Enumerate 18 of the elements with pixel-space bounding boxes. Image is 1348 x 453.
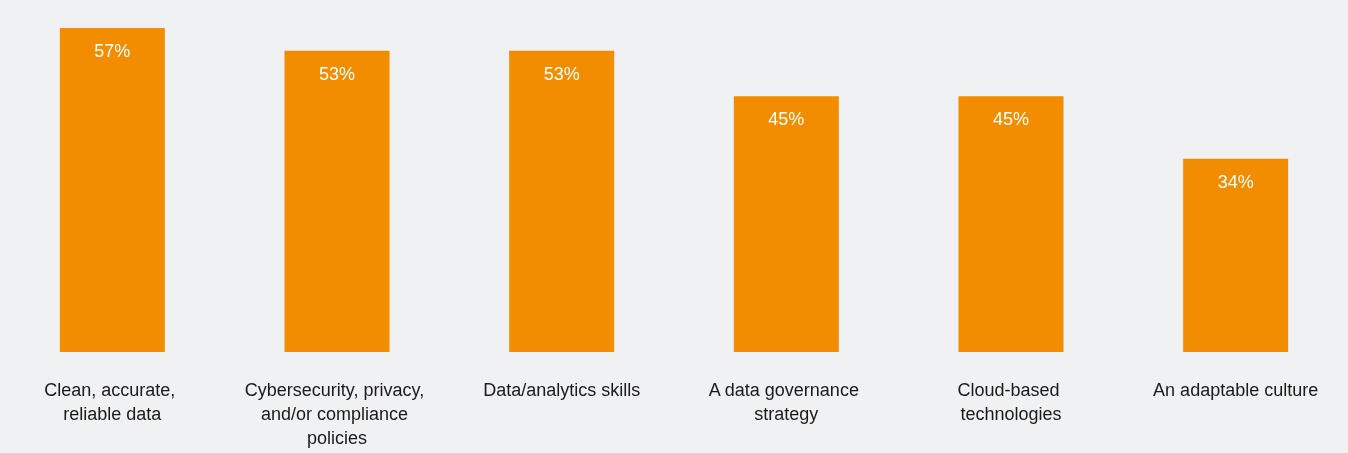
data-label: 53%: [318, 63, 356, 84]
x-tick-label: Cybersecurity, privacy, and/or compliance policies: [244, 380, 430, 448]
data-label: 57%: [94, 41, 131, 62]
bar: [59, 28, 165, 352]
bar: [958, 96, 1064, 352]
bar: [1183, 158, 1289, 352]
x-tick-label: Data/analytics skills: [483, 380, 641, 400]
bar: [509, 50, 615, 352]
bar: [284, 50, 390, 352]
bar: [733, 96, 839, 352]
x-tick-label: Cloud-based technologies: [957, 380, 1065, 424]
x-tick-label: Clean, accurate, reliable data: [44, 380, 181, 424]
data-label: 34%: [1217, 171, 1254, 192]
x-tick-label: An adaptable culture: [1153, 380, 1319, 400]
data-label: 45%: [992, 109, 1030, 130]
data-label: 53%: [543, 63, 580, 84]
data-label: 45%: [768, 109, 805, 130]
x-tick-label: A data governance strategy: [708, 380, 864, 424]
